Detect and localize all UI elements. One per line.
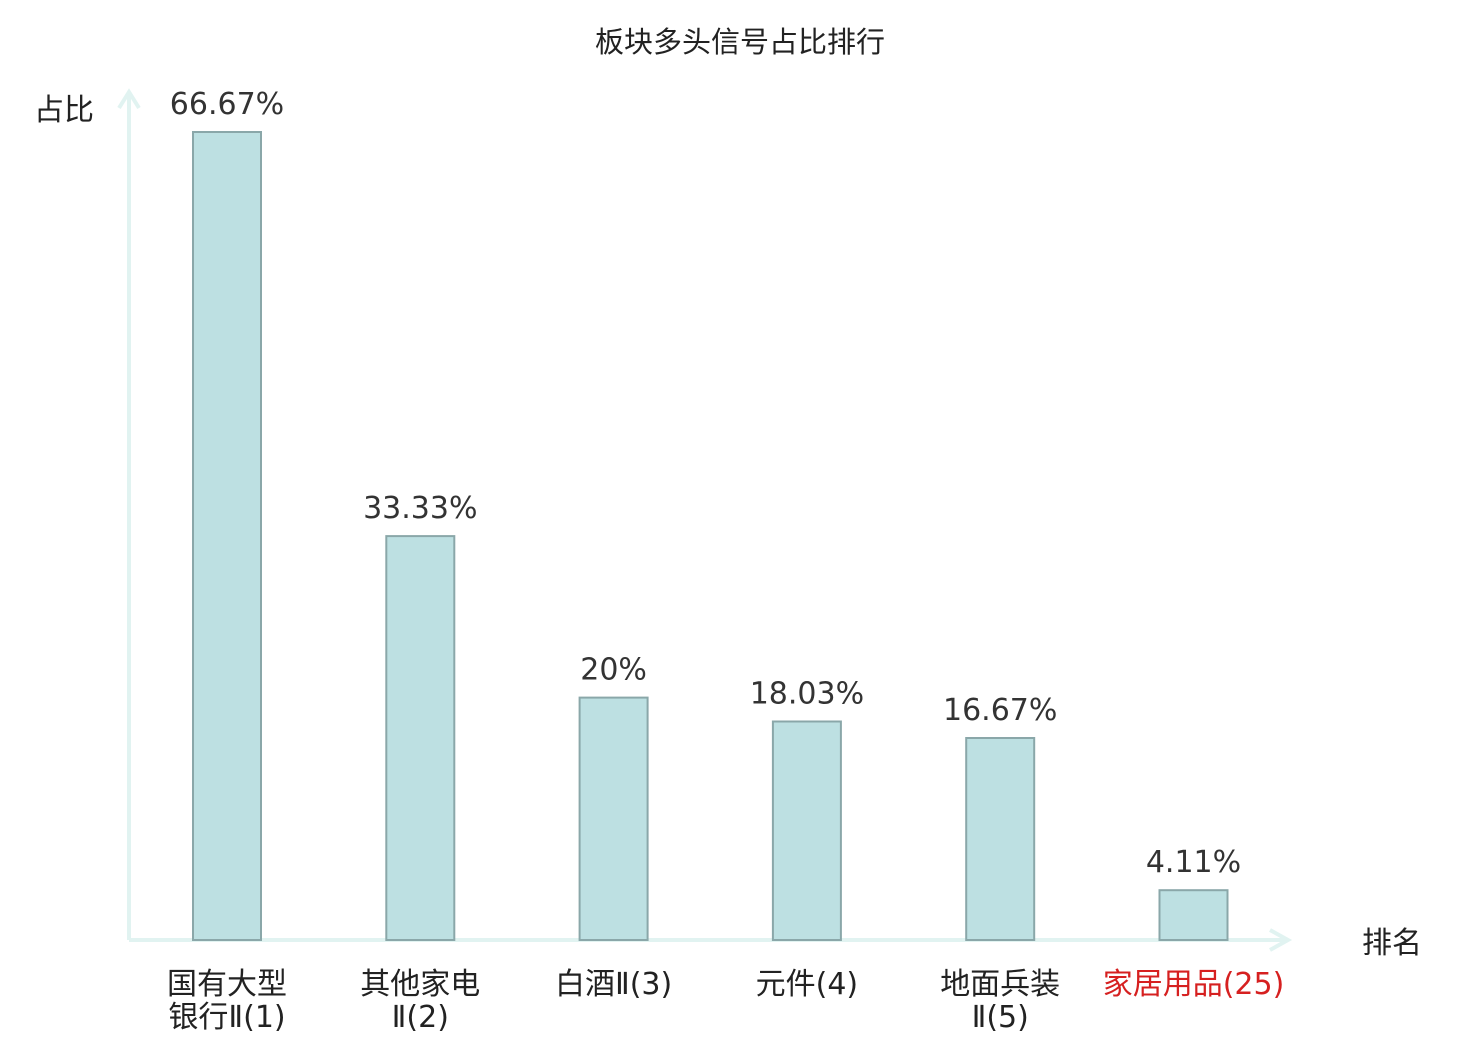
- value-label: 18.03%: [750, 677, 864, 712]
- bar: [192, 131, 262, 941]
- bar: [965, 737, 1036, 941]
- value-label: 4.11%: [1146, 845, 1241, 880]
- x-axis-arrow: [1269, 928, 1293, 952]
- category-label: 银行Ⅱ(1): [168, 1000, 285, 1035]
- x-axis-title: 排名: [1362, 926, 1422, 961]
- y-axis: 占比: [34, 88, 141, 940]
- value-label: 66.67%: [170, 87, 284, 122]
- y-axis-arrow: [117, 88, 141, 110]
- bar: [578, 696, 649, 941]
- category-label: 元件(4): [756, 967, 859, 1002]
- y-axis-title: 占比: [34, 93, 94, 128]
- chart-title: 板块多头信号占比排行: [595, 25, 885, 59]
- category-label: Ⅱ(5): [972, 1000, 1029, 1035]
- category-label: 国有大型: [167, 967, 287, 1002]
- bar: [1158, 889, 1229, 942]
- bar: [771, 720, 842, 941]
- category-label: 家居用品(25): [1103, 967, 1285, 1002]
- x-axis: 排名: [129, 926, 1422, 961]
- bar: [385, 535, 456, 941]
- value-label: 16.67%: [943, 693, 1057, 728]
- category-label: 其他家电: [360, 967, 480, 1002]
- category-label: 地面兵装: [940, 967, 1060, 1002]
- category-label: 白酒Ⅱ(3): [555, 967, 672, 1002]
- bar-series: [192, 131, 1229, 942]
- value-label: 33.33%: [363, 491, 477, 526]
- category-label: Ⅱ(2): [392, 1000, 449, 1035]
- value-labels: 66.67% 33.33% 20% 18.03% 16.67% 4.11%: [170, 87, 1241, 880]
- value-label: 20%: [580, 653, 647, 688]
